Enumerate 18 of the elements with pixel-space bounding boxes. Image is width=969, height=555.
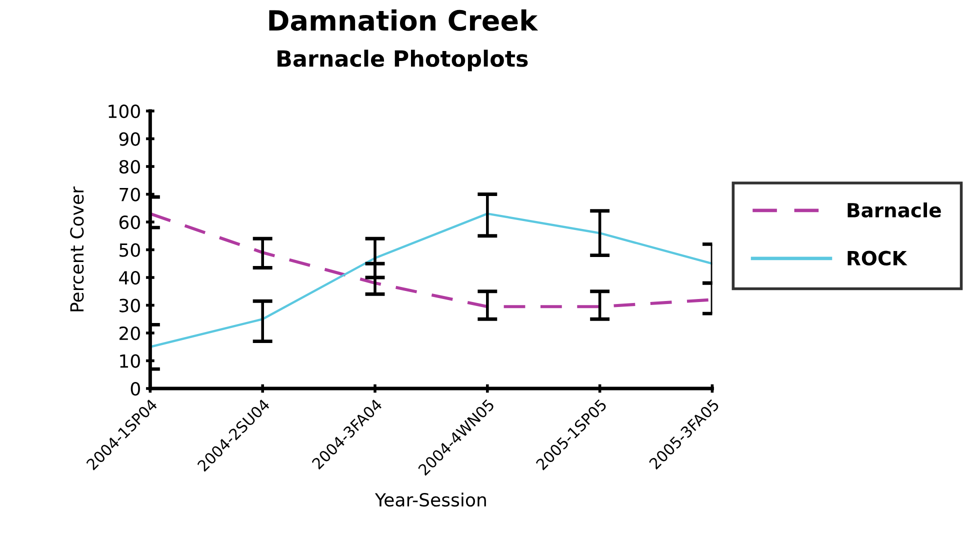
y-tick-label: 50 (120, 243, 140, 257)
y-tick-label: 30 (120, 298, 140, 312)
y-tick-label: 100 (108, 104, 140, 118)
legend-label: ROCK (848, 250, 908, 266)
chart-subtitle: Barnacle Photoplots (278, 50, 528, 72)
y-tick-label: 10 (120, 354, 140, 368)
y-tick-label: 40 (119, 270, 140, 285)
line-series (150, 212, 712, 348)
chart-title: Damnation Creek (269, 9, 538, 31)
legend-label: Barnacle (848, 202, 941, 218)
x-axis-title: Year-Session (374, 492, 486, 507)
y-tick-label: 20 (120, 326, 140, 340)
y-tick-label: 70 (120, 188, 140, 202)
y-tick-label: 90 (119, 132, 140, 146)
y-axis-title: Percent Cover (70, 186, 84, 312)
y-tick-label: 0 (130, 382, 140, 396)
y-tick-label: 80 (119, 160, 140, 174)
y-tick-label: 60 (119, 215, 140, 230)
